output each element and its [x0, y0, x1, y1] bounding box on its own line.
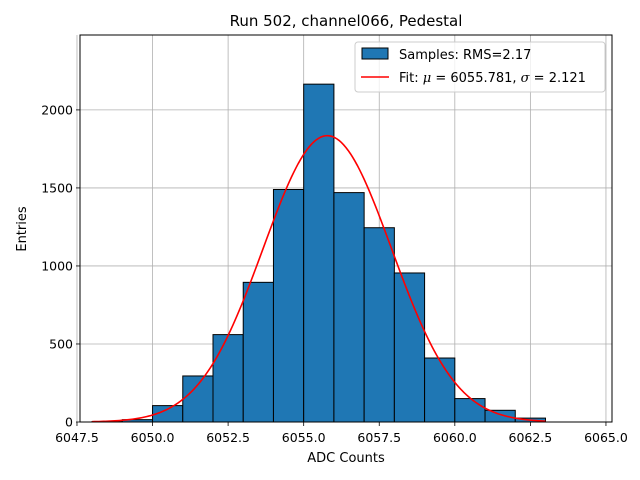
x-tick-label: 6060.0 [433, 430, 477, 445]
histogram-bar [454, 398, 486, 423]
histogram-bar [303, 83, 335, 423]
x-tick-label: 6055.0 [282, 430, 326, 445]
fit-curve [92, 134, 546, 423]
histogram-bar [363, 227, 395, 423]
y-axis-ticks: 0 500 1000 1500 2000 [41, 102, 80, 430]
y-tick-label: 1000 [41, 258, 73, 273]
histogram-bar [212, 334, 244, 423]
x-tick-label: 6047.5 [55, 430, 99, 445]
y-tick-label: 2000 [41, 102, 73, 117]
fit-curve-group [92, 134, 546, 423]
x-tick-label: 6050.0 [131, 430, 175, 445]
histogram-bar [424, 357, 456, 423]
legend-samples-swatch [361, 47, 389, 60]
histogram-bar [272, 188, 305, 423]
histogram-bar [242, 281, 274, 423]
legend: Samples: RMS=2.17 Fit: μ = 6055.781, σ =… [354, 41, 606, 93]
x-tick-label: 6052.5 [206, 430, 250, 445]
y-axis-label: Entries [15, 206, 30, 252]
x-tick-label: 6065.0 [584, 430, 628, 445]
x-tick-label: 6057.5 [357, 430, 401, 445]
x-axis-label: ADC Counts [307, 451, 385, 466]
y-tick-label: 1500 [41, 180, 73, 195]
x-tick-label: 6062.5 [509, 430, 553, 445]
histogram-bar [484, 409, 516, 423]
legend-fit-label: Fit: μ = 6055.781, σ = 2.121 [399, 71, 586, 86]
histogram-bars [91, 83, 546, 423]
y-tick-label: 500 [49, 336, 73, 351]
y-tick-label: 0 [65, 415, 73, 430]
histogram-bar [182, 375, 214, 423]
legend-box [354, 41, 606, 93]
chart-title: Run 502, channel066, Pedestal [230, 12, 463, 30]
legend-samples-label: Samples: RMS=2.17 [399, 48, 531, 63]
histogram-bar [333, 192, 365, 423]
x-axis-ticks: 6047.5 6050.0 6052.5 6055.0 6057.5 6060.0 6062… [55, 422, 628, 445]
plot-frame [79, 34, 613, 423]
